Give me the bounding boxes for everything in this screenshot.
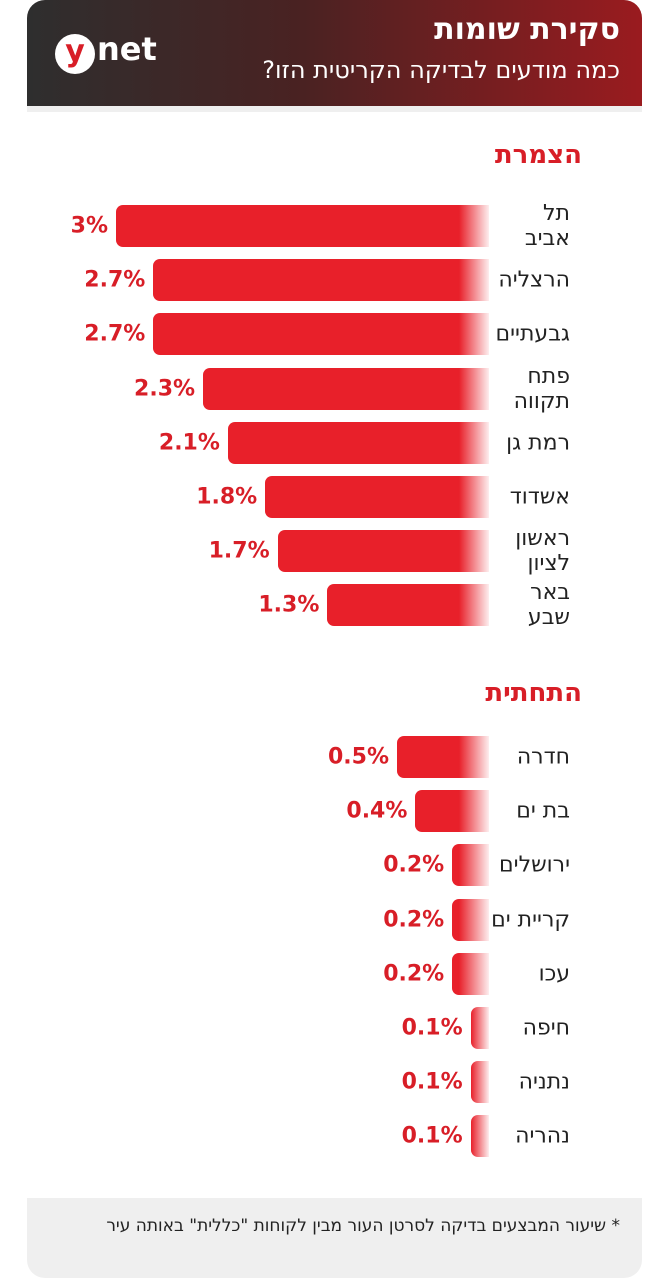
- value-label: 2.7%: [84, 321, 146, 347]
- value-label: 1.3%: [258, 592, 320, 618]
- category-label: נהריה: [515, 1123, 570, 1149]
- value-label: 0.1%: [401, 1015, 463, 1041]
- category-label: ראשון לציון: [515, 526, 570, 577]
- category-label: קריית ים: [491, 907, 570, 933]
- category-label: באר שבע: [527, 580, 570, 631]
- category-label: ירושלים: [499, 852, 570, 878]
- bar: [265, 476, 489, 518]
- category-label: חדרה: [516, 744, 570, 770]
- subtitle: כמה מודעים לבדיקה הקריטית הזו?: [262, 56, 620, 84]
- bar: [452, 844, 489, 887]
- category-label: תל אביב: [524, 201, 570, 251]
- bar: [277, 530, 489, 573]
- value-label: 0.2%: [383, 961, 445, 987]
- value-label: 0.1%: [401, 1123, 463, 1149]
- logo-y: y: [55, 34, 95, 74]
- bar: [452, 898, 489, 941]
- category-label: פתח תקווה: [513, 363, 570, 414]
- category-label: עכו: [538, 961, 570, 987]
- value-label: 0.4%: [346, 798, 408, 824]
- category-label: חיפה: [522, 1015, 570, 1041]
- value-label: 2.3%: [134, 376, 196, 402]
- chart-card: הצמרת תל אביב 3% הרצליה 2.7% גבעתיים 2.7% פתח ת…: [27, 112, 642, 1198]
- value-label: 3%: [70, 213, 108, 239]
- bar: [327, 584, 489, 627]
- bar: [153, 259, 489, 302]
- category-label: הרצליה: [498, 267, 570, 293]
- value-label: 0.2%: [383, 907, 445, 933]
- value-label: 0.2%: [383, 852, 445, 878]
- frame: סקירת שומות כמה מודעים לבדיקה הקריטית הז…: [27, 0, 642, 1278]
- bar: [470, 1061, 489, 1104]
- category-label: נתניה: [518, 1069, 570, 1095]
- bar: [470, 1115, 489, 1158]
- value-label: 0.1%: [401, 1069, 463, 1095]
- value-label: 2.7%: [84, 267, 146, 293]
- bar: [116, 205, 489, 247]
- category-label: בת ים: [516, 798, 570, 824]
- title: סקירת שומות: [434, 12, 620, 47]
- bar: [227, 421, 489, 464]
- bar: [203, 367, 489, 410]
- value-label: 2.1%: [158, 430, 220, 456]
- value-label: 0.5%: [327, 744, 389, 770]
- section-title: הצמרת: [494, 140, 582, 170]
- header: סקירת שומות כמה מודעים לבדיקה הקריטית הז…: [27, 0, 642, 106]
- category-label: רמת גן: [506, 430, 570, 456]
- value-label: 1.8%: [196, 484, 258, 510]
- bar: [415, 790, 489, 833]
- category-label: אשדוד: [509, 484, 570, 510]
- logo-net: net: [97, 30, 157, 68]
- bar: [397, 736, 489, 778]
- value-label: 1.7%: [208, 538, 270, 564]
- footnote: * שיעור המבצעים בדיקה לסרטן העור מבין לק…: [106, 1216, 620, 1236]
- section-title: התחתית: [485, 678, 582, 708]
- bar: [452, 952, 489, 995]
- bar: [153, 313, 489, 356]
- category-label: גבעתיים: [495, 321, 570, 347]
- bar: [470, 1007, 489, 1049]
